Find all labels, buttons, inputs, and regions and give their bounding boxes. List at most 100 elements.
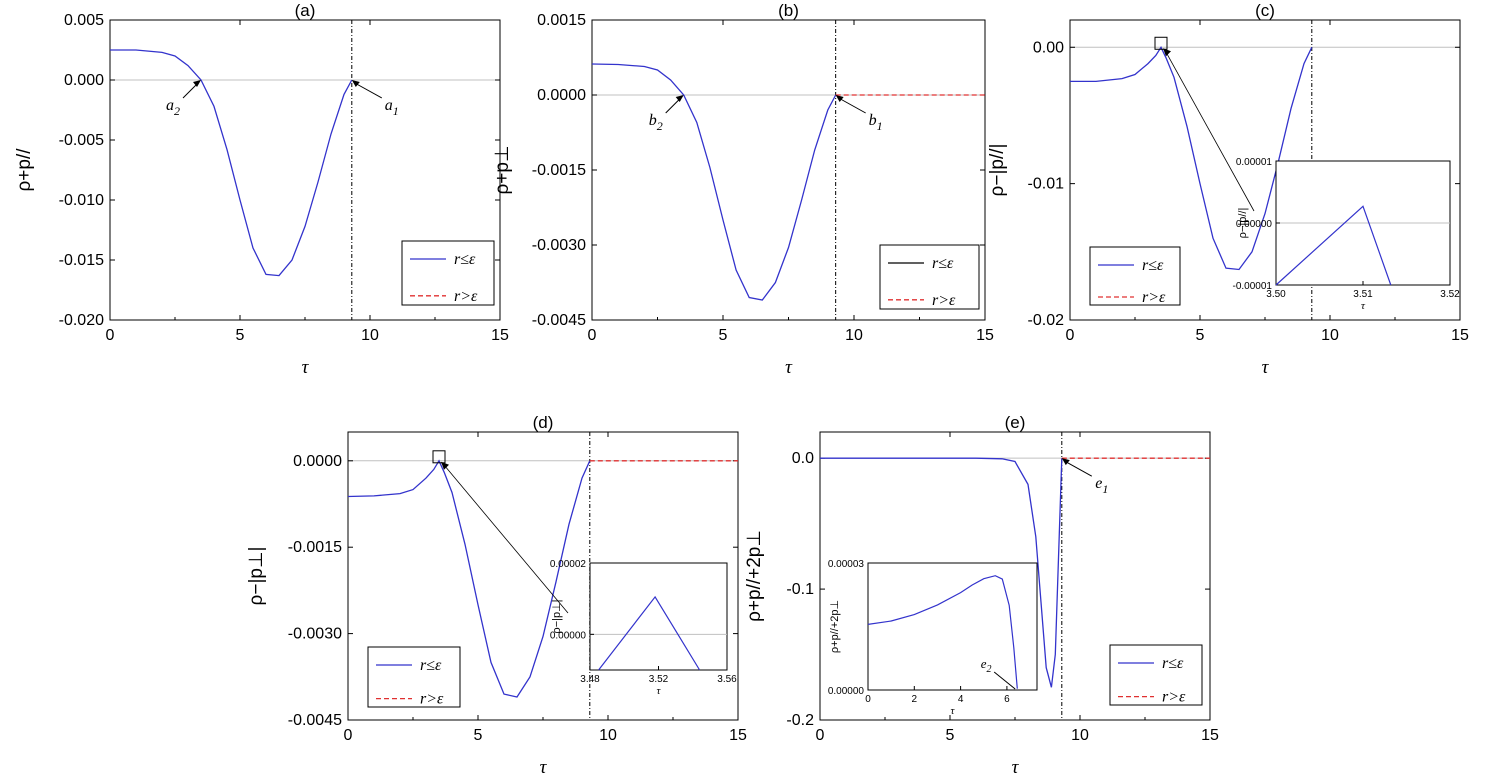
inset-y-tick-label: 0.00002 — [550, 559, 587, 570]
x-axis-label: τ — [540, 757, 548, 778]
inset: 3.50 3.51 3.52 -0.00001 0.00000 0.00001 τ ρ−|p/… — [1233, 157, 1461, 312]
legend-frame — [367, 646, 461, 708]
legend-label: r≤ε — [932, 255, 954, 272]
x-tick-label: 5 — [719, 327, 728, 344]
inset-series-line — [598, 595, 701, 671]
legend-frame — [401, 240, 495, 306]
y-tick-label: -0.010 — [59, 192, 104, 209]
x-tick-label: 0 — [344, 727, 353, 744]
y-tick-label: 0.00 — [1033, 39, 1064, 56]
annotation-subscript: 2 — [174, 104, 180, 118]
x-axis-label: τ — [302, 357, 310, 378]
legend: r≤ε r>ε — [367, 646, 461, 708]
inset-x-axis-label: τ — [657, 685, 662, 697]
y-tick-label: -0.0030 — [288, 626, 342, 643]
x-tick-label: 15 — [729, 727, 747, 744]
y-axis-label: ρ+p⊥ — [492, 145, 513, 194]
annotation-arrowhead — [675, 95, 684, 102]
inset-y-tick-label: 0.00000 — [828, 686, 865, 697]
legend: r≤ε r>ε — [401, 240, 495, 306]
y-tick-label: -0.02 — [1028, 312, 1065, 329]
zoom-arrowhead — [1163, 48, 1171, 57]
inset-x-tick-label: 6 — [1004, 694, 1010, 705]
inset-x-axis-label: τ — [951, 705, 956, 717]
x-tick-label: 5 — [1196, 327, 1205, 344]
annotation-arrow — [838, 97, 866, 114]
x-tick-label: 0 — [1066, 327, 1075, 344]
panel-title: (c) — [1255, 1, 1275, 20]
y-tick-label: 0.0000 — [537, 87, 586, 104]
inset-y-tick-label: 0.00003 — [828, 559, 865, 570]
annotation-label: a1 — [385, 97, 399, 118]
legend-label: r>ε — [454, 288, 478, 305]
zoom-marker — [432, 450, 446, 464]
annotation-arrowhead — [1061, 458, 1070, 466]
inset-series-line — [867, 575, 1018, 689]
annotation-subscript: 1 — [1102, 482, 1108, 496]
x-axis-label: τ — [1262, 357, 1270, 378]
x-tick-label: 5 — [236, 327, 245, 344]
x-axis-label: τ — [785, 357, 793, 378]
y-tick-label: -0.015 — [59, 252, 104, 269]
inset: 0 2 4 6 0.00000 0.00003 τ ρ+p//+2p⊥ e2 — [828, 559, 1038, 717]
y-tick-label: -0.0030 — [532, 237, 586, 254]
y-tick-label: 0.0015 — [537, 12, 586, 29]
annotation-arrow — [182, 82, 199, 99]
inset-y-tick-label: -0.00001 — [1233, 281, 1273, 292]
zoom-connector — [1164, 50, 1255, 212]
zoom-marker — [1154, 36, 1168, 50]
inset-y-tick-label: 0.00001 — [1236, 157, 1273, 168]
inset-y-tick-label: 0.00000 — [1236, 219, 1273, 230]
inset-annotation-subscript: 2 — [987, 664, 992, 675]
y-axis-label: ρ−|p⊥| — [246, 547, 267, 606]
y-tick-label: -0.0015 — [288, 539, 342, 556]
legend-label: r>ε — [1142, 289, 1166, 306]
annotation-subscript: 2 — [657, 119, 663, 133]
legend-label: r>ε — [1162, 689, 1186, 706]
legend-label: r>ε — [932, 292, 956, 309]
x-tick-label: 10 — [599, 727, 617, 744]
annotation-arrow — [354, 82, 383, 99]
inset-x-tick-label: 3.52 — [1440, 289, 1460, 300]
panel-e: (e) 0 5 10 15 -0.2 -0.1 0.0 τ ρ+p//+2p⊥ e1 r≤ε r>ε 0 2… — [744, 413, 1219, 778]
y-axis-label: ρ−|p//| — [987, 144, 1008, 197]
x-tick-label: 15 — [1201, 727, 1219, 744]
annotation-label: e1 — [1095, 475, 1108, 496]
y-tick-label: 0.005 — [64, 12, 104, 29]
y-tick-label: -0.01 — [1028, 176, 1065, 193]
panel-title: (a) — [295, 1, 316, 20]
inset-frame — [867, 562, 1038, 691]
inset-x-axis-label: τ — [1361, 300, 1366, 312]
annotation-arrowhead — [835, 95, 844, 102]
inset-x-tick-label: 4 — [958, 694, 964, 705]
annotation-arrowhead — [193, 80, 201, 87]
legend-frame — [1089, 246, 1181, 306]
y-tick-label: -0.0015 — [532, 162, 586, 179]
x-tick-label: 15 — [491, 327, 509, 344]
inset-x-tick-label: 0 — [865, 694, 871, 705]
annotation-label: a2 — [166, 97, 180, 118]
x-tick-label: 10 — [845, 327, 863, 344]
legend-frame — [879, 244, 980, 310]
inset-y-tick-label: 0.00000 — [550, 630, 587, 641]
y-tick-label: -0.020 — [59, 312, 104, 329]
panel-b: (b) 0 5 10 15 -0.0045 -0.0030 -0.0015 0.0000 0.00… — [492, 1, 994, 378]
panel-title: (e) — [1005, 413, 1026, 432]
legend-label: r>ε — [420, 691, 444, 708]
x-tick-label: 10 — [361, 327, 379, 344]
series-line — [820, 457, 1063, 688]
panel-title: (b) — [778, 1, 799, 20]
inset-x-tick-label: 3.50 — [1266, 289, 1286, 300]
x-tick-label: 5 — [946, 727, 955, 744]
x-tick-label: 15 — [1451, 327, 1469, 344]
x-axis-label: τ — [1012, 757, 1020, 778]
legend-label: r≤ε — [454, 251, 476, 268]
panel-c: (c) 0 5 10 15 -0.02 -0.01 0.00 τ ρ−|p//| r≤ε r>ε 3.5… — [987, 1, 1469, 378]
annotation-subscript: 1 — [393, 104, 399, 118]
inset-y-axis-label: ρ−|p⊥| — [551, 599, 563, 633]
annotation-subscript: 1 — [877, 119, 883, 133]
annotation-arrow — [665, 97, 682, 114]
legend-label: r≤ε — [1162, 655, 1184, 672]
inset-y-axis-label: ρ−|p//| — [1237, 208, 1249, 239]
